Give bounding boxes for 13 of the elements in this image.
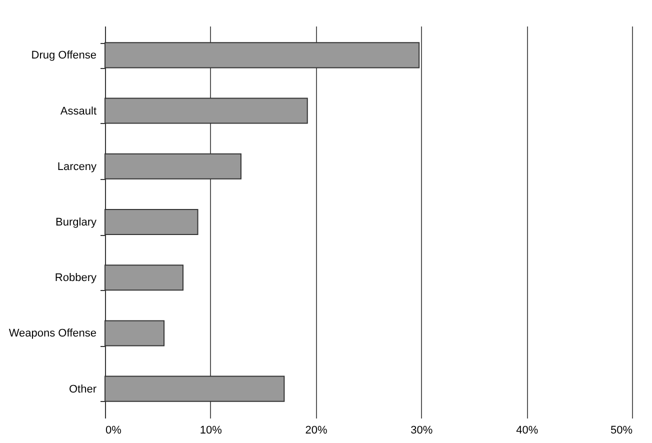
y-tick-label: Larceny [57,160,97,173]
x-tick-label: 50% [610,424,633,436]
y-tick-label: Burglary [56,216,97,228]
x-tick-label: 10% [200,424,222,436]
y-tick-label: Assault [60,105,96,118]
x-tick-label: 0% [106,424,122,436]
x-tick-label: 30% [410,424,433,436]
y-tick-label: Robbery [54,272,97,284]
x-tick-label: 20% [305,424,328,436]
y-tick-label: Drug Offense [31,50,96,62]
y-tick-label: Other [68,383,97,396]
x-tick-label: 40% [516,424,538,436]
y-tick-label: Weapons Offense [8,328,96,340]
